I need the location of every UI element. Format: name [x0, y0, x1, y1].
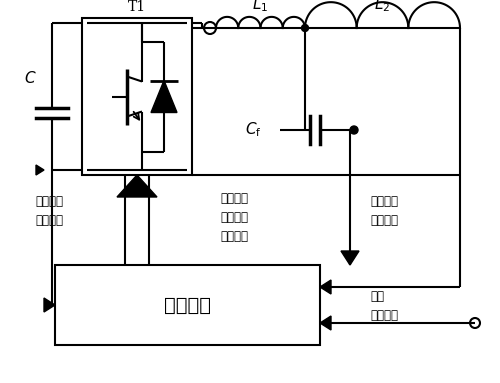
Polygon shape: [151, 80, 177, 113]
Text: 直流电容
电压采样: 直流电容 电压采样: [35, 195, 63, 227]
Circle shape: [350, 126, 358, 134]
Text: 滤波电容
电压采样: 滤波电容 电压采样: [370, 195, 398, 227]
Polygon shape: [320, 316, 331, 330]
Text: $L_2$: $L_2$: [374, 0, 390, 14]
Bar: [55, 265, 320, 345]
Text: 负载
电流采样: 负载 电流采样: [370, 290, 398, 322]
Text: 变流器侧
滤波电感
电流采样: 变流器侧 滤波电感 电流采样: [220, 192, 248, 243]
Polygon shape: [117, 175, 157, 197]
Bar: [82, 18, 192, 175]
Text: 控制系统: 控制系统: [164, 296, 211, 314]
Text: T1: T1: [128, 0, 146, 14]
Text: $C$: $C$: [24, 70, 36, 86]
Polygon shape: [36, 165, 44, 175]
Polygon shape: [44, 298, 55, 312]
Text: $L_1$: $L_1$: [252, 0, 268, 14]
Circle shape: [302, 25, 308, 31]
Polygon shape: [341, 251, 359, 265]
Text: $C_{\mathrm{f}}$: $C_{\mathrm{f}}$: [246, 121, 262, 139]
Polygon shape: [320, 280, 331, 294]
